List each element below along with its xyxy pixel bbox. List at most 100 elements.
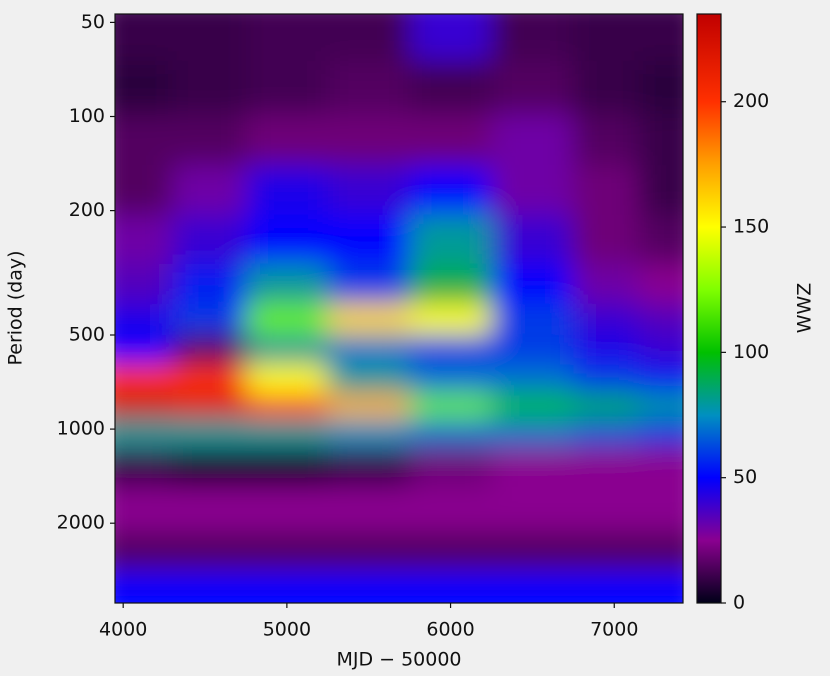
heatmap-cell	[245, 14, 329, 62]
heatmap-cell	[115, 60, 173, 115]
heatmap-cell	[115, 364, 173, 395]
heatmap-cell	[327, 486, 411, 532]
heatmap-cell	[115, 334, 173, 365]
heatmap-cell	[245, 446, 329, 488]
heatmap-cell	[327, 393, 411, 419]
heatmap-cell	[327, 113, 411, 166]
heatmap-cell	[573, 531, 640, 571]
heatmap-cell	[491, 446, 574, 488]
heatmap-cell	[327, 263, 411, 305]
heatmap-cell	[172, 446, 247, 488]
heatmap-cell	[491, 14, 574, 62]
heatmap-cell	[245, 303, 329, 335]
heatmap-cell	[172, 303, 247, 335]
heatmap-cell	[327, 14, 411, 62]
heatmap-cell	[491, 393, 574, 419]
heatmap-cell	[115, 393, 173, 419]
heatmap-cell	[172, 486, 247, 532]
heatmap-cell	[115, 446, 173, 488]
heatmap-cell	[245, 531, 329, 571]
heatmap-cell	[245, 486, 329, 532]
plot-frame	[114, 13, 684, 604]
heatmap-cell	[491, 263, 574, 305]
heatmap-cell	[638, 113, 683, 166]
heatmap-cell	[172, 14, 247, 62]
heatmap-cell	[172, 113, 247, 166]
heatmap-cell	[327, 531, 411, 571]
x-tick-label: 4000	[99, 619, 147, 641]
heatmap-cell	[172, 570, 247, 603]
heatmap-cell	[638, 393, 683, 419]
heatmap-cell	[573, 164, 640, 216]
heatmap-cell	[172, 531, 247, 571]
x-axis-label: MJD − 50000	[336, 649, 461, 671]
heatmap-cell	[409, 113, 492, 166]
x-tick-label: 6000	[426, 619, 474, 641]
heatmap-cell	[172, 164, 247, 216]
colorbar	[697, 14, 721, 603]
heatmap-cell	[409, 418, 492, 448]
heatmap-cell	[172, 364, 247, 395]
heatmap-cell	[638, 418, 683, 448]
heatmap-cell	[327, 446, 411, 488]
heatmap-cell	[491, 113, 574, 166]
colorbar-tick-label: 0	[733, 592, 745, 614]
heatmap-cell	[327, 418, 411, 448]
heatmap-cell	[409, 570, 492, 603]
heatmap-cell	[491, 570, 574, 603]
heatmap-cell	[573, 393, 640, 419]
heatmap-cell	[638, 486, 683, 532]
heatmap-cell	[409, 263, 492, 305]
colorbar-tick-label: 100	[733, 341, 769, 363]
heatmap-cell	[115, 531, 173, 571]
heatmap-cell	[573, 418, 640, 448]
heatmap-cell	[573, 364, 640, 395]
y-tick-label: 500	[69, 323, 105, 345]
heatmap-cell	[638, 364, 683, 395]
heatmap-cell	[245, 113, 329, 166]
y-axis-label: Period (day)	[5, 250, 27, 365]
colorbar-tick-label: 200	[733, 90, 769, 112]
heatmap-cell	[573, 446, 640, 488]
heatmap-cell	[327, 570, 411, 603]
heatmap-cell	[409, 334, 492, 365]
heatmap-cell	[327, 364, 411, 395]
heatmap-cell	[115, 164, 173, 216]
heatmap-cell	[115, 214, 173, 265]
heatmap-cell	[573, 570, 640, 603]
heatmap-cell	[638, 446, 683, 488]
heatmap-cell	[409, 164, 492, 216]
heatmap-cell	[638, 60, 683, 115]
heatmap-cell	[491, 531, 574, 571]
colorbar-tick-label: 50	[733, 466, 757, 488]
heatmap-cell	[115, 113, 173, 166]
heatmap-cell	[491, 364, 574, 395]
heatmap-cell	[245, 570, 329, 603]
heatmap-cell	[409, 364, 492, 395]
heatmap-cell	[115, 486, 173, 532]
heatmap-cell	[409, 214, 492, 265]
heatmap-cell	[245, 393, 329, 419]
heatmap-cell	[172, 334, 247, 365]
heatmap-cell	[115, 303, 173, 335]
heatmap-cell	[638, 14, 683, 62]
heatmap-cell	[327, 164, 411, 216]
heatmap-cell	[115, 570, 173, 603]
heatmap-cell	[245, 263, 329, 305]
heatmap-cell	[573, 214, 640, 265]
heatmap-cell	[409, 60, 492, 115]
heatmap-cell	[573, 113, 640, 166]
heatmap-cell	[409, 531, 492, 571]
heatmap-cell	[409, 446, 492, 488]
heatmap-cell	[245, 364, 329, 395]
heatmap-cell	[327, 60, 411, 115]
heatmap-cell	[573, 486, 640, 532]
heatmap-cell	[245, 334, 329, 365]
heatmap-cell	[327, 334, 411, 365]
heatmap-cell	[115, 14, 173, 62]
heatmap-cell	[172, 393, 247, 419]
heatmap-cell	[172, 418, 247, 448]
y-tick-label: 100	[69, 105, 105, 127]
heatmap-cell	[638, 570, 683, 603]
